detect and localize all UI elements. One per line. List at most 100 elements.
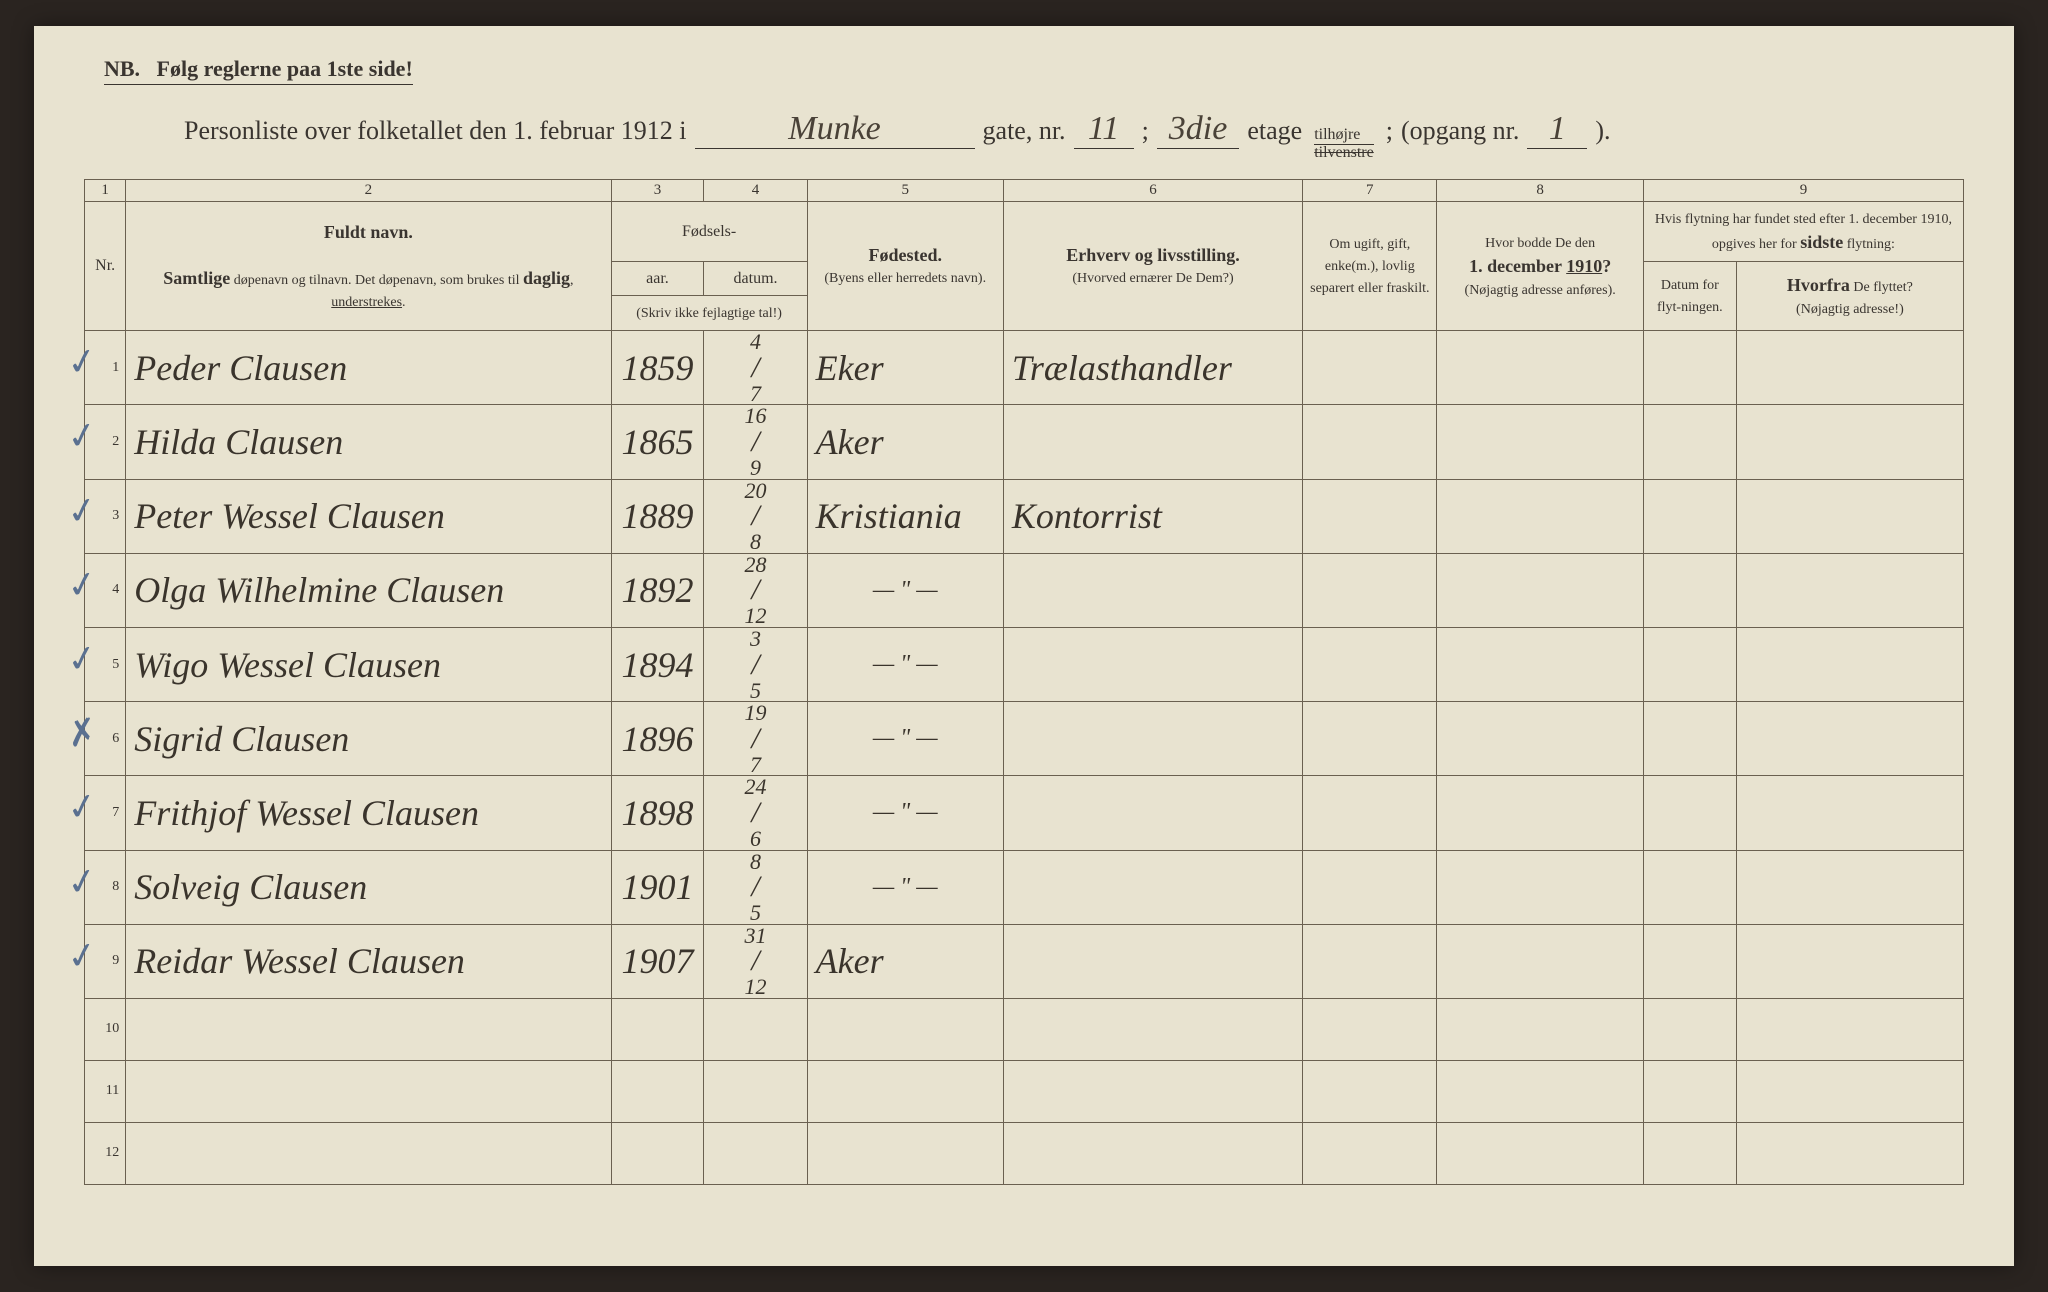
hdr-nr: Nr. <box>85 202 126 331</box>
cell-move-date <box>1643 331 1736 405</box>
table-row: ✓ 1 Peder Clausen 1859 4/7 Eker Trælasth… <box>85 331 1964 405</box>
cell-date: 24/6 <box>704 776 807 850</box>
hdr-name: Fuldt navn. Samtlige døpenavn og tilnavn… <box>126 202 611 331</box>
cell-name <box>126 1122 611 1184</box>
street-name: Munke <box>695 110 975 149</box>
cell-date: 31/12 <box>704 924 807 998</box>
row-number: 10 <box>85 998 126 1060</box>
cell-year: 1859 <box>611 331 704 405</box>
cell-move-from <box>1736 998 1963 1060</box>
title-prefix: Personliste over folketallet den 1. febr… <box>184 116 687 146</box>
cell-addr1910 <box>1437 479 1643 553</box>
check-mark-icon: ✓ <box>64 784 101 831</box>
cell-move-date <box>1643 924 1736 998</box>
hdr-skriv: (Skriv ikke fejlagtige tal!) <box>611 296 807 331</box>
cell-occupation <box>1003 1060 1302 1122</box>
cell-move-date <box>1643 553 1736 627</box>
cell-addr1910 <box>1437 702 1643 776</box>
check-mark-icon: ✓ <box>64 858 101 905</box>
cell-move-from <box>1736 1122 1963 1184</box>
cell-move-from <box>1736 331 1963 405</box>
cell-marital <box>1303 850 1437 924</box>
cell-date: 28/12 <box>704 553 807 627</box>
check-mark-icon: ✓ <box>64 413 101 460</box>
cell-place: — " — <box>807 702 1003 776</box>
cell-marital <box>1303 998 1437 1060</box>
cell-place <box>807 998 1003 1060</box>
census-table: 1 2 3 4 5 6 7 8 9 Nr. Fuldt navn. Samtli… <box>84 179 1964 1185</box>
table-row: ✓ 3 Peter Wessel Clausen 1889 20/8 Krist… <box>85 479 1964 553</box>
check-mark-icon: ✓ <box>64 487 101 534</box>
header-row-1: Nr. Fuldt navn. Samtlige døpenavn og til… <box>85 202 1964 262</box>
cell-name: Peter Wessel Clausen <box>126 479 611 553</box>
table-row: 11 <box>85 1060 1964 1122</box>
hdr-aar: aar. <box>611 261 704 296</box>
cell-place: — " — <box>807 553 1003 627</box>
cell-move-date <box>1643 702 1736 776</box>
cell-addr1910 <box>1437 553 1643 627</box>
hdr-fodested: Fødested. (Byens eller herredets navn). <box>807 202 1003 331</box>
row-number: ✓ 1 <box>85 331 126 405</box>
cell-year: 1901 <box>611 850 704 924</box>
cell-marital <box>1303 1122 1437 1184</box>
cell-move-date <box>1643 776 1736 850</box>
hdr-datum: datum. <box>704 261 807 296</box>
cell-occupation <box>1003 776 1302 850</box>
etage-label: etage <box>1247 116 1302 146</box>
cell-move-from <box>1736 479 1963 553</box>
cell-move-date <box>1643 405 1736 479</box>
cell-date: 16/9 <box>704 405 807 479</box>
hdr-addr1910: Hvor bodde De den1. december 1910?(Nøjag… <box>1437 202 1643 331</box>
cell-occupation <box>1003 628 1302 702</box>
table-row: ✓ 8 Solveig Clausen 1901 8/5 — " — <box>85 850 1964 924</box>
cell-occupation <box>1003 924 1302 998</box>
cell-occupation <box>1003 553 1302 627</box>
cell-addr1910 <box>1437 1060 1643 1122</box>
cell-year: 1889 <box>611 479 704 553</box>
cell-year: 1892 <box>611 553 704 627</box>
opgang-label: (opgang nr. <box>1401 116 1519 146</box>
cell-place: Eker <box>807 331 1003 405</box>
close-paren: ). <box>1595 116 1610 146</box>
cell-move-from <box>1736 553 1963 627</box>
row-number: ✓ 8 <box>85 850 126 924</box>
row-number: ✓ 7 <box>85 776 126 850</box>
gate-label: gate, nr. <box>983 116 1066 146</box>
cell-marital <box>1303 553 1437 627</box>
cell-year <box>611 1122 704 1184</box>
cell-move-from <box>1736 850 1963 924</box>
cell-occupation <box>1003 998 1302 1060</box>
side-fraction: tilhøjre tilvenstre <box>1314 127 1374 161</box>
cell-move-from <box>1736 1060 1963 1122</box>
cell-move-from <box>1736 924 1963 998</box>
cell-occupation <box>1003 1122 1302 1184</box>
cell-place: Kristiania <box>807 479 1003 553</box>
cell-marital <box>1303 628 1437 702</box>
check-mark-icon: ✓ <box>64 562 101 609</box>
cell-name: Hilda Clausen <box>126 405 611 479</box>
hdr-fodsels: Fødsels- <box>611 202 807 262</box>
table-row: 10 <box>85 998 1964 1060</box>
cell-name <box>126 998 611 1060</box>
cell-year: 1898 <box>611 776 704 850</box>
cell-occupation: Trælasthandler <box>1003 331 1302 405</box>
cell-place: — " — <box>807 850 1003 924</box>
cell-marital <box>1303 702 1437 776</box>
cell-name: Reidar Wessel Clausen <box>126 924 611 998</box>
cell-addr1910 <box>1437 924 1643 998</box>
hdr-hvorfra: Hvorfra De flyttet?(Nøjagtig adresse!) <box>1736 261 1963 330</box>
hdr-col9-title: Hvis flytning har fundet sted efter 1. d… <box>1643 202 1963 262</box>
title-line: Personliste over folketallet den 1. febr… <box>184 110 1944 161</box>
cell-date: 19/7 <box>704 702 807 776</box>
cell-year <box>611 1060 704 1122</box>
cell-marital <box>1303 776 1437 850</box>
table-row: ✗ 6 Sigrid Clausen 1896 19/7 — " — <box>85 702 1964 776</box>
table-row: 12 <box>85 1122 1964 1184</box>
cell-occupation: Kontorrist <box>1003 479 1302 553</box>
table-row: ✓ 2 Hilda Clausen 1865 16/9 Aker <box>85 405 1964 479</box>
cell-name: Solveig Clausen <box>126 850 611 924</box>
cell-move-from <box>1736 702 1963 776</box>
cell-marital <box>1303 405 1437 479</box>
cell-date: 3/5 <box>704 628 807 702</box>
cell-addr1910 <box>1437 628 1643 702</box>
